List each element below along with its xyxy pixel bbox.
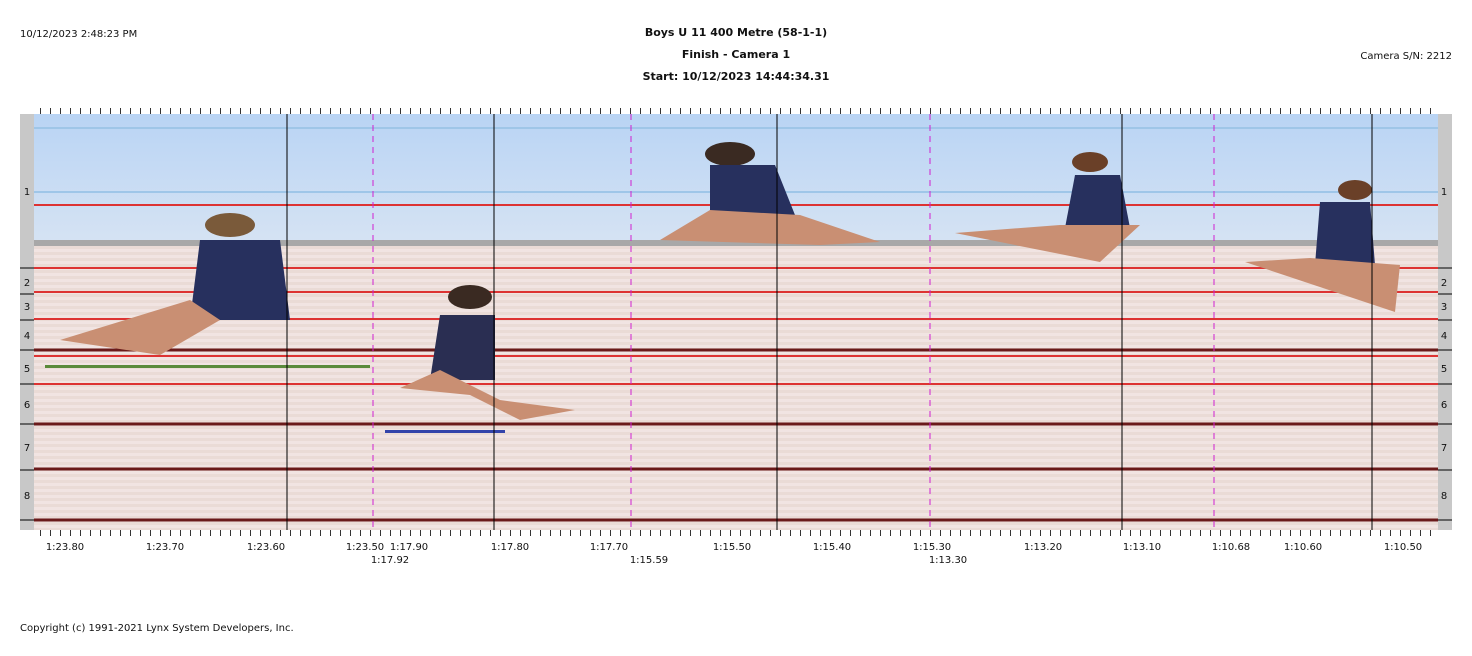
time-label: 1:13.30 (929, 555, 967, 566)
time-label: 1:13.10 (1123, 542, 1161, 553)
runner (45, 213, 370, 368)
lane-label: 6 (1441, 400, 1447, 411)
time-label: 1:15.40 (813, 542, 851, 553)
time-label: 1:23.70 (146, 542, 184, 553)
lane-label: 4 (24, 331, 30, 342)
lane-label: 2 (1441, 278, 1447, 289)
time-label: 1:10.68 (1212, 542, 1250, 553)
runner (955, 152, 1140, 262)
time-label: 1:15.50 (713, 542, 751, 553)
lane-label: 6 (24, 400, 30, 411)
time-label: 1:17.92 (371, 555, 409, 566)
time-label: 1:23.80 (46, 542, 84, 553)
lane-label: 8 (24, 491, 30, 502)
camera-title: Finish - Camera 1 (682, 48, 790, 61)
lane-label: 8 (1441, 491, 1447, 502)
time-label: 1:17.80 (491, 542, 529, 553)
time-label: 1:23.50 (346, 542, 384, 553)
lane-label: 3 (1441, 302, 1447, 313)
time-label: 1:23.60 (247, 542, 285, 553)
photo (20, 108, 1452, 536)
runner (385, 285, 575, 433)
lane-label: 1 (1441, 187, 1447, 198)
time-label: 1:15.59 (630, 555, 668, 566)
time-label: 1:10.60 (1284, 542, 1322, 553)
time-label: 1:13.20 (1024, 542, 1062, 553)
lane-label: 5 (1441, 364, 1447, 375)
lane-label: 1 (24, 187, 30, 198)
camera-serial: Camera S/N: 2212 (1360, 51, 1452, 62)
time-label: 1:17.90 (390, 542, 428, 553)
time-label: 1:10.50 (1384, 542, 1422, 553)
lane-label: 7 (24, 443, 30, 454)
time-label: 1:17.70 (590, 542, 628, 553)
copyright: Copyright (c) 1991-2021 Lynx System Deve… (20, 623, 294, 634)
lane-label: 5 (24, 364, 30, 375)
lane-label: 7 (1441, 443, 1447, 454)
lane-label: 3 (24, 302, 30, 313)
runner (1245, 180, 1400, 312)
lane-label: 4 (1441, 331, 1447, 342)
runner (660, 142, 880, 245)
time-label: 1:15.30 (913, 542, 951, 553)
lane-label: 2 (24, 278, 30, 289)
race-title: Boys U 11 400 Metre (58-1-1) (645, 26, 827, 39)
start-time: Start: 10/12/2023 14:44:34.31 (643, 70, 830, 83)
timestamp: 10/12/2023 2:48:23 PM (20, 29, 137, 40)
